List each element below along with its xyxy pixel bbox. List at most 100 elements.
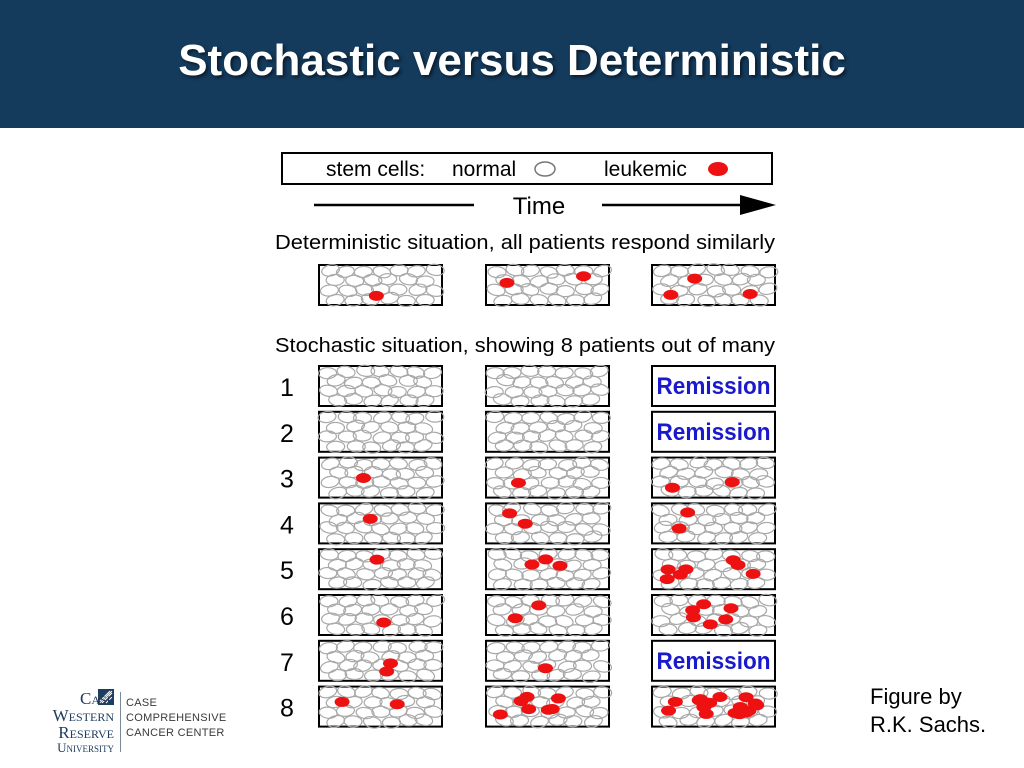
leukemic-cell xyxy=(672,569,688,580)
leukemic-cell xyxy=(745,568,761,579)
patient-1-box xyxy=(317,364,444,408)
patient-1-box xyxy=(484,364,610,408)
patient-2-box: Remission xyxy=(651,410,776,453)
leukemic-cell xyxy=(738,692,754,703)
patient-5-box xyxy=(651,548,776,591)
leukemic-cell xyxy=(507,613,523,624)
patient-7-box xyxy=(318,639,444,683)
leukemic-cell xyxy=(742,289,758,300)
tissue-box xyxy=(485,410,610,453)
credit-line-1: Figure by xyxy=(870,684,962,709)
leukemic-cell xyxy=(552,560,568,571)
leukemic-cell xyxy=(517,518,533,529)
leukemic-cell xyxy=(725,555,741,566)
normal-cells xyxy=(650,503,777,545)
leukemic-cell xyxy=(660,564,676,575)
leukemic-cell xyxy=(524,559,540,570)
patient-number: 3 xyxy=(280,466,294,494)
logo-starburst-icon xyxy=(98,689,114,705)
patient-4-box xyxy=(484,501,612,546)
slide-title: Stochastic versus Deterministic xyxy=(178,36,846,85)
leukemic-cell xyxy=(382,658,398,669)
normal-cells xyxy=(317,410,445,454)
logo-right-line-1: CASE xyxy=(126,697,158,709)
leukemic-cell xyxy=(369,554,385,565)
normal-cells xyxy=(486,263,612,308)
normal-cells xyxy=(650,455,775,500)
leukemic-cell xyxy=(334,696,350,707)
patient-3-box xyxy=(650,455,776,500)
title-bar xyxy=(0,0,1024,128)
leukemic-cell xyxy=(510,477,526,488)
leukemic-cell xyxy=(724,477,740,488)
logo-line-3: Reserve xyxy=(58,723,114,742)
leukemic-cell xyxy=(702,619,718,630)
leukemic-cell xyxy=(723,603,739,614)
logo-line-2: Western xyxy=(52,706,114,725)
leukemic-cell xyxy=(663,289,679,300)
leukemic-cell xyxy=(538,554,554,565)
normal-cells xyxy=(319,501,446,546)
patient-7-box xyxy=(485,639,613,683)
tissue-box xyxy=(651,639,776,682)
leukemic-cell xyxy=(667,696,683,707)
patient-6-box xyxy=(318,593,446,637)
patient-boxes: 1 Remission 2 Remission 3 4 5 6 7 Remission 8 xyxy=(280,263,779,729)
patient-number: 5 xyxy=(280,557,294,585)
patient-7-box: Remission xyxy=(651,639,776,682)
time-label: Time xyxy=(513,193,565,220)
normal-cells xyxy=(318,547,443,592)
leukemic-cell xyxy=(362,513,378,524)
logo-right-line-3: CANCER CENTER xyxy=(126,727,225,739)
normal-cells xyxy=(652,263,779,308)
remission-label: Remission xyxy=(657,419,771,446)
leukemic-cell xyxy=(702,697,718,708)
legend-leukemic-label: leukemic xyxy=(604,158,687,181)
patient-3-box xyxy=(484,456,611,500)
legend-leukemic-cell-icon xyxy=(708,162,728,176)
remission-label: Remission xyxy=(657,373,771,400)
tissue-box xyxy=(318,365,443,407)
patient-8-box xyxy=(485,685,613,729)
leukemic-cell xyxy=(537,663,553,674)
leukemic-cell xyxy=(379,666,395,677)
patient-1-box: Remission xyxy=(651,365,776,407)
patient-4-box xyxy=(650,502,777,545)
legend-box xyxy=(281,152,773,185)
case-western-logo: Case Western Reserve University CASE COM… xyxy=(30,689,230,756)
leukemic-cell xyxy=(550,693,566,704)
patient-2-box xyxy=(485,410,611,454)
normal-cells xyxy=(484,501,612,546)
logo-divider xyxy=(120,692,121,752)
deterministic-box xyxy=(485,263,612,308)
leukemic-cell xyxy=(502,508,518,519)
patient-number: 8 xyxy=(280,695,294,723)
patient-number: 2 xyxy=(280,420,294,448)
normal-cells xyxy=(485,410,611,454)
leukemic-cell xyxy=(718,614,734,625)
leukemic-cell xyxy=(576,271,592,282)
logo-line-1: Case xyxy=(79,689,114,708)
patient-8-box xyxy=(651,685,778,729)
normal-cells xyxy=(487,547,612,591)
logo-line-4: University xyxy=(57,740,114,755)
leukemic-cell xyxy=(659,574,675,585)
credit-line-2: R.K. Sachs. xyxy=(870,712,987,737)
stochastic-heading: Stochastic situation, showing 8 patients… xyxy=(275,335,775,357)
normal-cells xyxy=(319,593,446,637)
leukemic-cell xyxy=(492,709,508,720)
legend-normal-cell-icon xyxy=(534,161,556,177)
leukemic-cell xyxy=(696,599,712,610)
patient-6-box xyxy=(485,594,612,637)
deterministic-box xyxy=(651,263,779,308)
patient-5-box xyxy=(318,547,443,592)
logo-right-line-2: COMPREHENSIVE xyxy=(126,712,227,724)
leukemic-cell xyxy=(685,612,701,623)
leukemic-cell xyxy=(368,290,384,301)
leukemic-cell xyxy=(376,617,392,628)
tissue-box xyxy=(651,365,776,407)
leukemic-cell xyxy=(661,705,677,716)
tissue-box xyxy=(651,410,776,453)
leukemic-cell xyxy=(389,699,405,710)
